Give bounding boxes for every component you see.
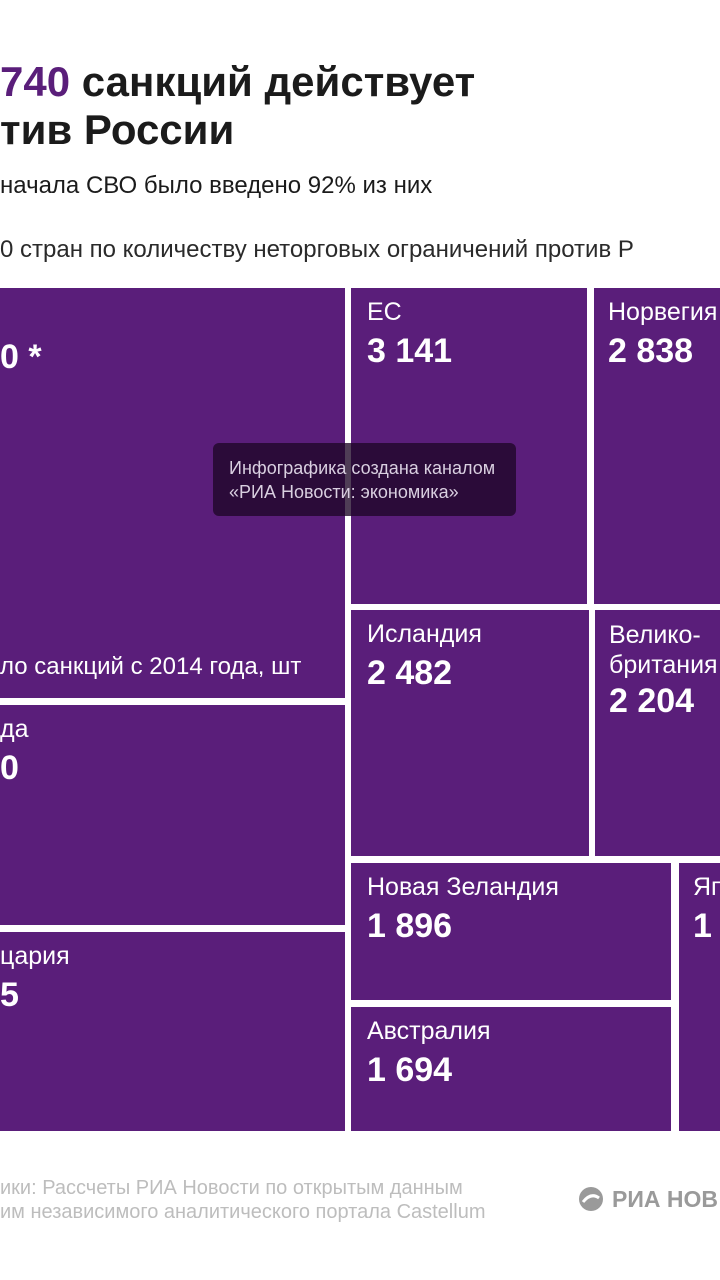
- tile-note: ло санкций с 2014 года, шт: [0, 653, 302, 680]
- source-line-2: им независимого аналитического портала C…: [0, 1201, 486, 1223]
- tile-value: 3 141: [367, 332, 453, 370]
- tile-value: 1 896: [367, 907, 453, 945]
- tile-value: 5: [0, 976, 19, 1014]
- tile-value: 1: [693, 907, 712, 945]
- treemap-tile: Норвегия 2 838: [594, 288, 720, 604]
- treemap-tile: да 0: [0, 705, 345, 925]
- title-text: санкций действует: [81, 58, 476, 105]
- tile-name: ЕС: [367, 298, 402, 326]
- tile-name: Австралия: [367, 1017, 491, 1045]
- title-line-2: тив России: [0, 106, 235, 153]
- source-note: ики: Рассчеты РИА Новости по открытым да…: [0, 1176, 485, 1224]
- chart-title: 740 санкций действует тив России: [0, 58, 720, 154]
- ria-logo: РИА НОВ: [578, 1184, 718, 1214]
- tile-value: 1 694: [367, 1051, 453, 1089]
- treemap-tile: ЕС 3 141: [351, 288, 587, 604]
- title-number: 740: [0, 58, 71, 105]
- treemap-tile: Исландия 2 482: [351, 610, 589, 856]
- tile-name: Новая Зеландия: [367, 873, 559, 901]
- tile-value: 0: [0, 749, 19, 787]
- tile-name: да: [0, 715, 29, 743]
- logo-text: РИА НОВ: [612, 1185, 718, 1212]
- treemap-tile: Велико-британия 2 204: [595, 610, 720, 856]
- tile-name: Исландия: [367, 620, 482, 648]
- watermark-line-2: «РИА Новости: экономика»: [229, 482, 459, 502]
- treemap-tile: Новая Зеландия 1 896: [351, 863, 671, 1000]
- tile-value: 2 838: [608, 332, 694, 370]
- watermark-badge: Инфографика создана каналом «РИА Новости…: [213, 443, 516, 516]
- treemap: 0 * ло санкций с 2014 года, шт ЕС 3 141 Норв…: [0, 288, 720, 1133]
- chart-caption: 0 стран по количеству неторговых огранич…: [0, 236, 634, 263]
- tile-value: 0 *: [0, 338, 42, 376]
- treemap-tile: Австралия 1 694: [351, 1007, 671, 1131]
- tile-name: Велико-британия: [609, 621, 718, 679]
- ria-logo-icon: [579, 1187, 603, 1211]
- watermark-line-1: Инфографика создана каналом: [229, 458, 496, 478]
- tile-name: Яп: [693, 873, 720, 901]
- treemap-tile: Яп 1: [679, 863, 720, 1131]
- chart-subtitle: начала СВО было введено 92% из них: [0, 172, 433, 199]
- source-line-1: ики: Рассчеты РИА Новости по открытым да…: [0, 1177, 463, 1199]
- tile-value: 2 204: [609, 682, 695, 720]
- treemap-tile: цария 5: [0, 932, 345, 1131]
- tile-value: 2 482: [367, 654, 453, 692]
- tile-name: Норвегия: [608, 298, 718, 326]
- tile-name: цария: [0, 942, 70, 970]
